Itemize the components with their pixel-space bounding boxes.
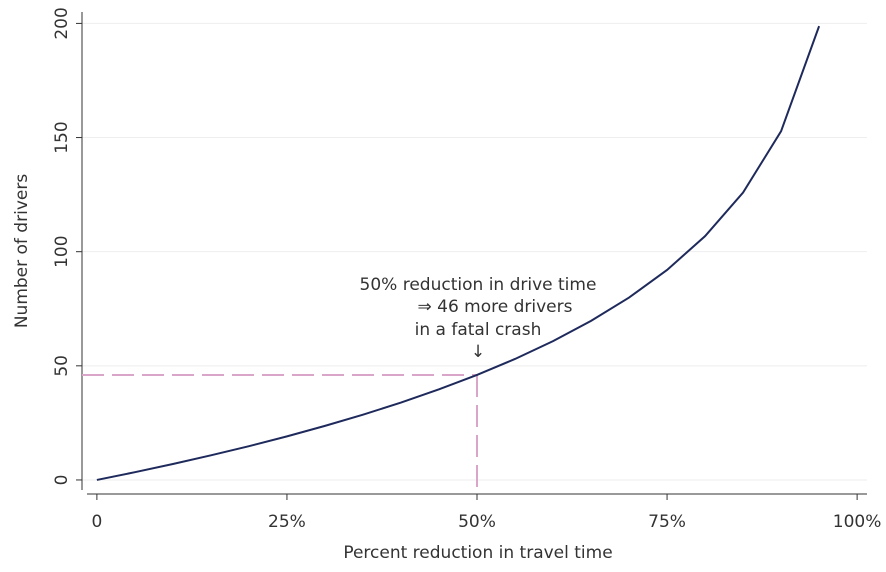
x-tick-label: 100%: [833, 512, 882, 532]
y-tick-label: 200: [52, 7, 72, 39]
annotation: ↓: [471, 342, 485, 362]
y-tick-label: 0: [52, 475, 72, 486]
annotation: in a fatal crash: [415, 320, 542, 340]
annotation: 50% reduction in drive time: [360, 275, 597, 295]
x-tick-label: 75%: [648, 512, 686, 532]
y-tick-label: 50: [52, 355, 72, 377]
y-tick-label: 150: [52, 121, 72, 153]
x-tick-label: 25%: [268, 512, 306, 532]
annotation: ⇒ 46 more drivers: [418, 297, 573, 317]
x-tick-label: 50%: [458, 512, 496, 532]
y-tick-label: 100: [52, 235, 72, 267]
y-axis-label: Number of drivers: [12, 174, 32, 328]
x-tick-label: 0: [91, 512, 102, 532]
line-series: [96, 25, 821, 481]
x-axis-label: Percent reduction in travel time: [343, 543, 612, 563]
